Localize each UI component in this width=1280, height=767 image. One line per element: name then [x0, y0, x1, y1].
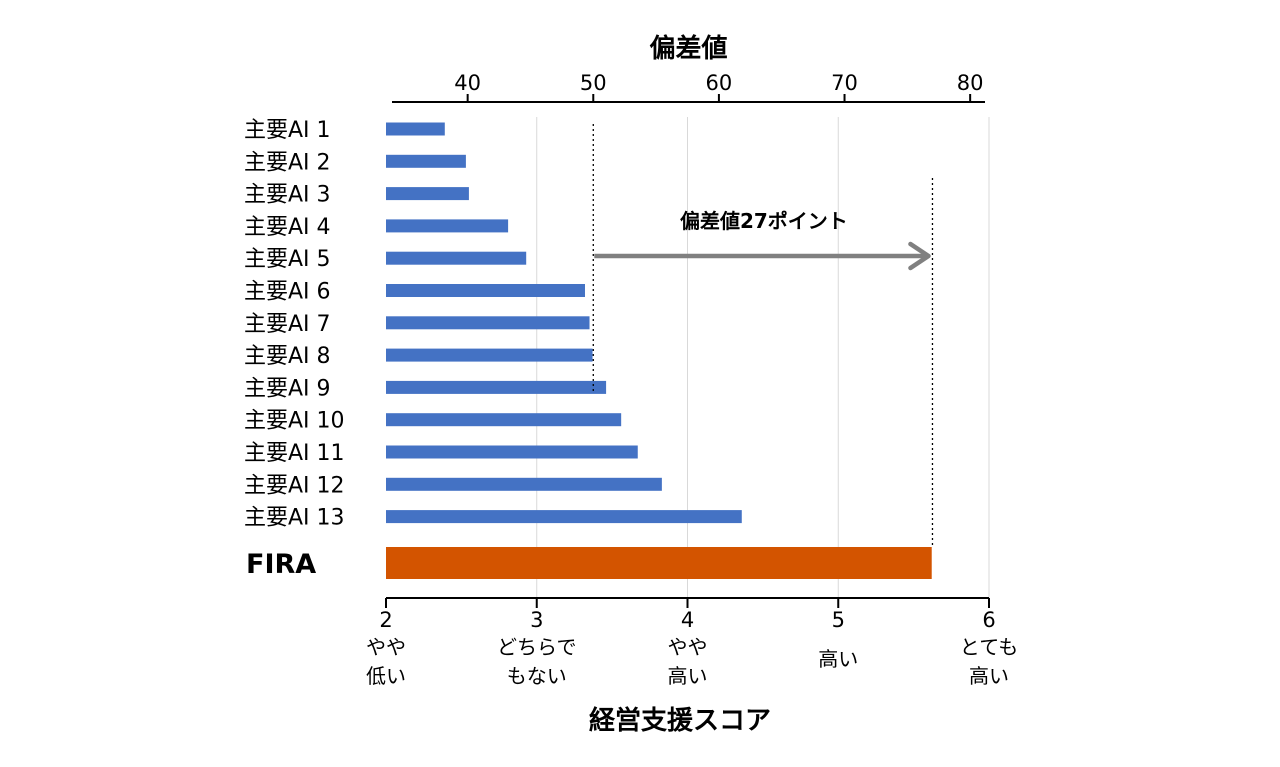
tick-description: 低い: [366, 664, 406, 688]
bar: [386, 284, 585, 297]
fira-bar: [386, 547, 932, 579]
category-label: 主要AI 2: [244, 150, 331, 175]
bars: 主要AI 1 主要AI 2 主要AI 3 主要AI 4 主要AI 5 主要AI 6 主要AI…: [244, 118, 932, 580]
bar: [386, 154, 466, 168]
bar: [386, 251, 527, 265]
annotation-label: 偏差値27ポイント: [680, 209, 848, 233]
category-label: 主要AI 1: [244, 118, 331, 143]
category-label: 主要AI 7: [244, 312, 331, 337]
category-label: 主要AI 10: [244, 409, 345, 434]
top-axis-tick-label: 70: [831, 71, 858, 95]
bottom-axis-tick-label: 6: [982, 608, 995, 632]
bar: [386, 316, 590, 330]
category-label: 主要AI 4: [244, 215, 331, 240]
arrow-head: [908, 241, 931, 271]
category-label: 主要AI 9: [244, 376, 331, 401]
tick-description: 高い: [818, 647, 858, 671]
tick-description: やや: [668, 635, 708, 659]
tick-description: やや: [366, 635, 406, 659]
annotation: 偏差値27ポイント: [592, 124, 934, 546]
fira-label: FIRA: [246, 549, 316, 580]
bar: [386, 510, 742, 524]
tick-description: どちらで: [497, 635, 576, 659]
bar: [386, 445, 638, 459]
category-label: 主要AI 8: [244, 344, 331, 369]
bar: [386, 413, 622, 427]
bottom-axis-title: 経営支援スコア: [589, 705, 771, 736]
tick-description: もない: [507, 664, 567, 688]
top-axis-tick-label: 50: [580, 71, 607, 95]
bar: [386, 477, 662, 491]
bar: [386, 187, 469, 201]
bottom-axis-tick-label: 3: [530, 608, 543, 632]
category-label: 主要AI 12: [244, 473, 345, 498]
category-label: 主要AI 6: [244, 280, 331, 305]
tick-description: 高い: [969, 664, 1009, 688]
top-axis: 偏差値 40 50 60 70 80: [392, 33, 985, 103]
bar: [386, 122, 445, 136]
bar: [386, 219, 509, 233]
category-label: 主要AI 11: [244, 441, 345, 466]
top-axis-title: 偏差値: [649, 33, 727, 64]
top-axis-tick-label: 80: [957, 71, 984, 95]
category-label: 主要AI 3: [244, 183, 331, 208]
bottom-axis-tick-label: 5: [832, 608, 845, 632]
grid-lines: [536, 117, 990, 598]
category-label: 主要AI 13: [244, 506, 345, 531]
bottom-axis-tick-label: 2: [379, 608, 392, 632]
bar: [386, 380, 607, 394]
top-axis-tick-label: 40: [454, 71, 481, 95]
tick-description: 高い: [668, 664, 708, 688]
bar: [386, 348, 593, 362]
category-label: 主要AI 5: [244, 247, 331, 272]
tick-description: とても: [960, 635, 1018, 659]
top-axis-tick-label: 60: [706, 71, 733, 95]
bottom-axis-tick-label: 4: [681, 608, 694, 632]
